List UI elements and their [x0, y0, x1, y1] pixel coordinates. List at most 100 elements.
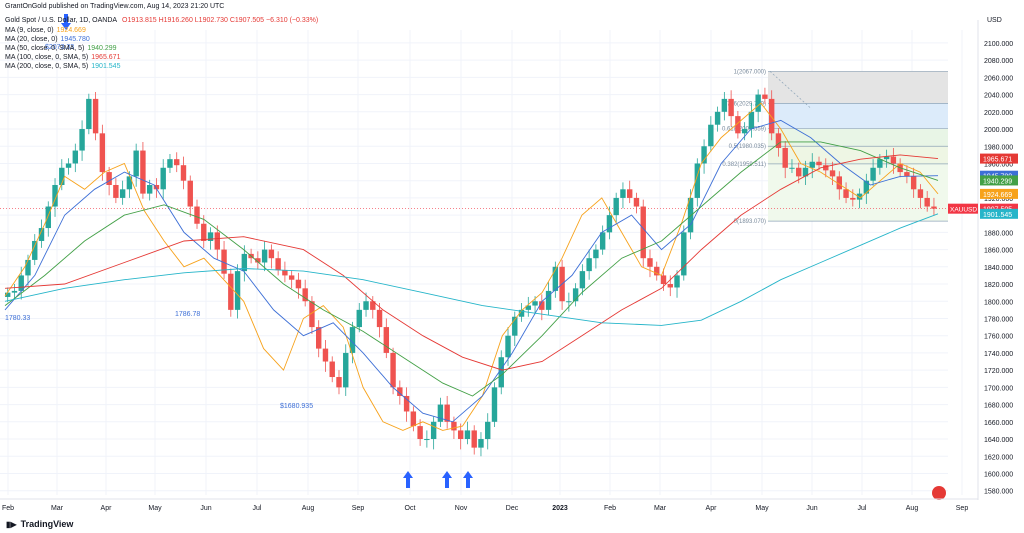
- candle-body: [545, 290, 552, 310]
- legend-value: 1940.299: [87, 45, 117, 52]
- candle-body: [593, 249, 599, 259]
- price-tag: 1901.545: [980, 208, 1018, 219]
- y-tick-label: 1720.000: [984, 368, 1013, 375]
- arrow-up-icon: [403, 471, 413, 488]
- candle-body: [329, 361, 335, 378]
- price-tag-text: 1924.669: [983, 192, 1012, 199]
- candle-body: [295, 279, 302, 289]
- x-tick-label: Sep: [956, 505, 969, 512]
- legend-item[interactable]: MA (50, close, 0, SMA, 5) 1940.299: [5, 45, 120, 52]
- y-tick-label: 2020.000: [984, 110, 1013, 117]
- candle-body: [910, 176, 917, 190]
- published-line: GrantOnGold published on TradingView.com…: [5, 3, 225, 10]
- y-tick-label: 1680.000: [984, 403, 1013, 410]
- candle-body: [829, 170, 836, 177]
- candle-body: [586, 258, 592, 272]
- candle-body: [775, 133, 782, 148]
- currency-label: USD: [987, 17, 1002, 24]
- candle-body: [843, 189, 849, 198]
- y-tick-label: 2100.000: [984, 41, 1013, 48]
- y-tick-label: 1800.000: [984, 299, 1013, 306]
- candle-body: [410, 411, 417, 427]
- candle-body: [640, 206, 646, 259]
- candle-body: [11, 290, 18, 293]
- x-tick-label: Mar: [51, 505, 64, 512]
- candle-body: [782, 147, 788, 168]
- legend-item[interactable]: MA (100, close, 0, SMA, 5) 1965.671: [5, 54, 123, 61]
- candle-body: [187, 180, 193, 207]
- legend-item[interactable]: MA (9, close, 0) 1924.669: [5, 27, 89, 34]
- candle-body: [471, 430, 477, 448]
- brand-label: TradingView: [20, 519, 74, 529]
- candle-body: [444, 404, 450, 422]
- price-tag-text: XAUUSD: [950, 207, 977, 214]
- candle-body: [877, 159, 883, 168]
- candle-body: [194, 206, 200, 224]
- candle-body: [681, 232, 687, 276]
- candle-body: [180, 165, 187, 181]
- candle-body: [694, 163, 701, 198]
- y-tick-label: 1860.000: [984, 248, 1013, 255]
- price-tag: 1924.669: [980, 188, 1018, 199]
- y-tick-label: 1960.000: [984, 161, 1013, 168]
- fib-zone: [768, 71, 948, 104]
- legend-item[interactable]: MA (200, close, 0, SMA, 5) 1901.545: [5, 63, 123, 70]
- candle-body: [241, 253, 248, 272]
- candle-body: [302, 288, 308, 302]
- candle-body: [201, 223, 207, 241]
- candle-body: [748, 111, 755, 130]
- legend-label: MA (20, close, 0): [5, 36, 58, 43]
- candle-body: [667, 284, 673, 288]
- symbol-label: Gold Spot / U.S. Dollar, 1D, OANDA: [5, 17, 118, 24]
- candle-body: [153, 185, 160, 190]
- candle-body: [613, 197, 619, 216]
- candle-body: [275, 258, 281, 271]
- price-annotation: $2073.33: [45, 44, 74, 51]
- candle-body: [931, 206, 937, 209]
- ma-line: [4, 102, 939, 431]
- candle-body: [674, 275, 680, 288]
- x-tick-label: Aug: [302, 505, 315, 512]
- candle-body: [119, 189, 126, 198]
- candle-body: [904, 172, 910, 177]
- price-tag-bg: [948, 203, 978, 214]
- candle-body: [478, 439, 484, 448]
- candle-body: [370, 301, 376, 310]
- y-tick-label: 1780.000: [984, 316, 1013, 323]
- candle-body: [572, 288, 579, 302]
- tradingview-logo-icon: ▮▶: [6, 519, 17, 529]
- candle-body: [18, 275, 24, 291]
- candle-body: [518, 309, 525, 317]
- ma-line: [4, 141, 939, 397]
- y-tick-label: 2000.000: [984, 127, 1013, 134]
- candle-body: [437, 404, 444, 422]
- price-tag-text: 1940.299: [983, 178, 1012, 185]
- y-tick-label: 1840.000: [984, 265, 1013, 272]
- candle-body: [451, 421, 457, 431]
- candle-body: [268, 249, 275, 259]
- candle-body: [566, 301, 572, 303]
- candle-body: [505, 335, 511, 358]
- x-tick-label: Aug: [906, 505, 919, 512]
- candle-body: [316, 327, 322, 349]
- candle-body: [579, 271, 586, 289]
- price-tag-bg: [980, 175, 1018, 186]
- legend-item[interactable]: MA (20, close, 0) 1945.780: [5, 36, 93, 43]
- candle-body: [146, 185, 153, 194]
- x-tick-label: Jun: [200, 505, 211, 512]
- candle-body: [45, 206, 51, 229]
- footer-brand[interactable]: ▮▶ TradingView: [0, 519, 79, 533]
- ma-line: [4, 213, 939, 326]
- x-tick-label: Oct: [405, 505, 416, 512]
- x-tick-label: Dec: [506, 505, 519, 512]
- x-tick-label: Jul: [858, 505, 867, 512]
- candle-body: [363, 301, 369, 310]
- candle-body: [72, 150, 79, 164]
- candle-body: [228, 273, 234, 310]
- candle-body: [397, 387, 403, 396]
- candle-body: [924, 197, 930, 207]
- fib-label: 0.5(1980.035): [729, 144, 766, 150]
- y-tick-label: 2080.000: [984, 58, 1013, 65]
- legend-label: MA (100, close, 0, SMA, 5): [5, 54, 89, 61]
